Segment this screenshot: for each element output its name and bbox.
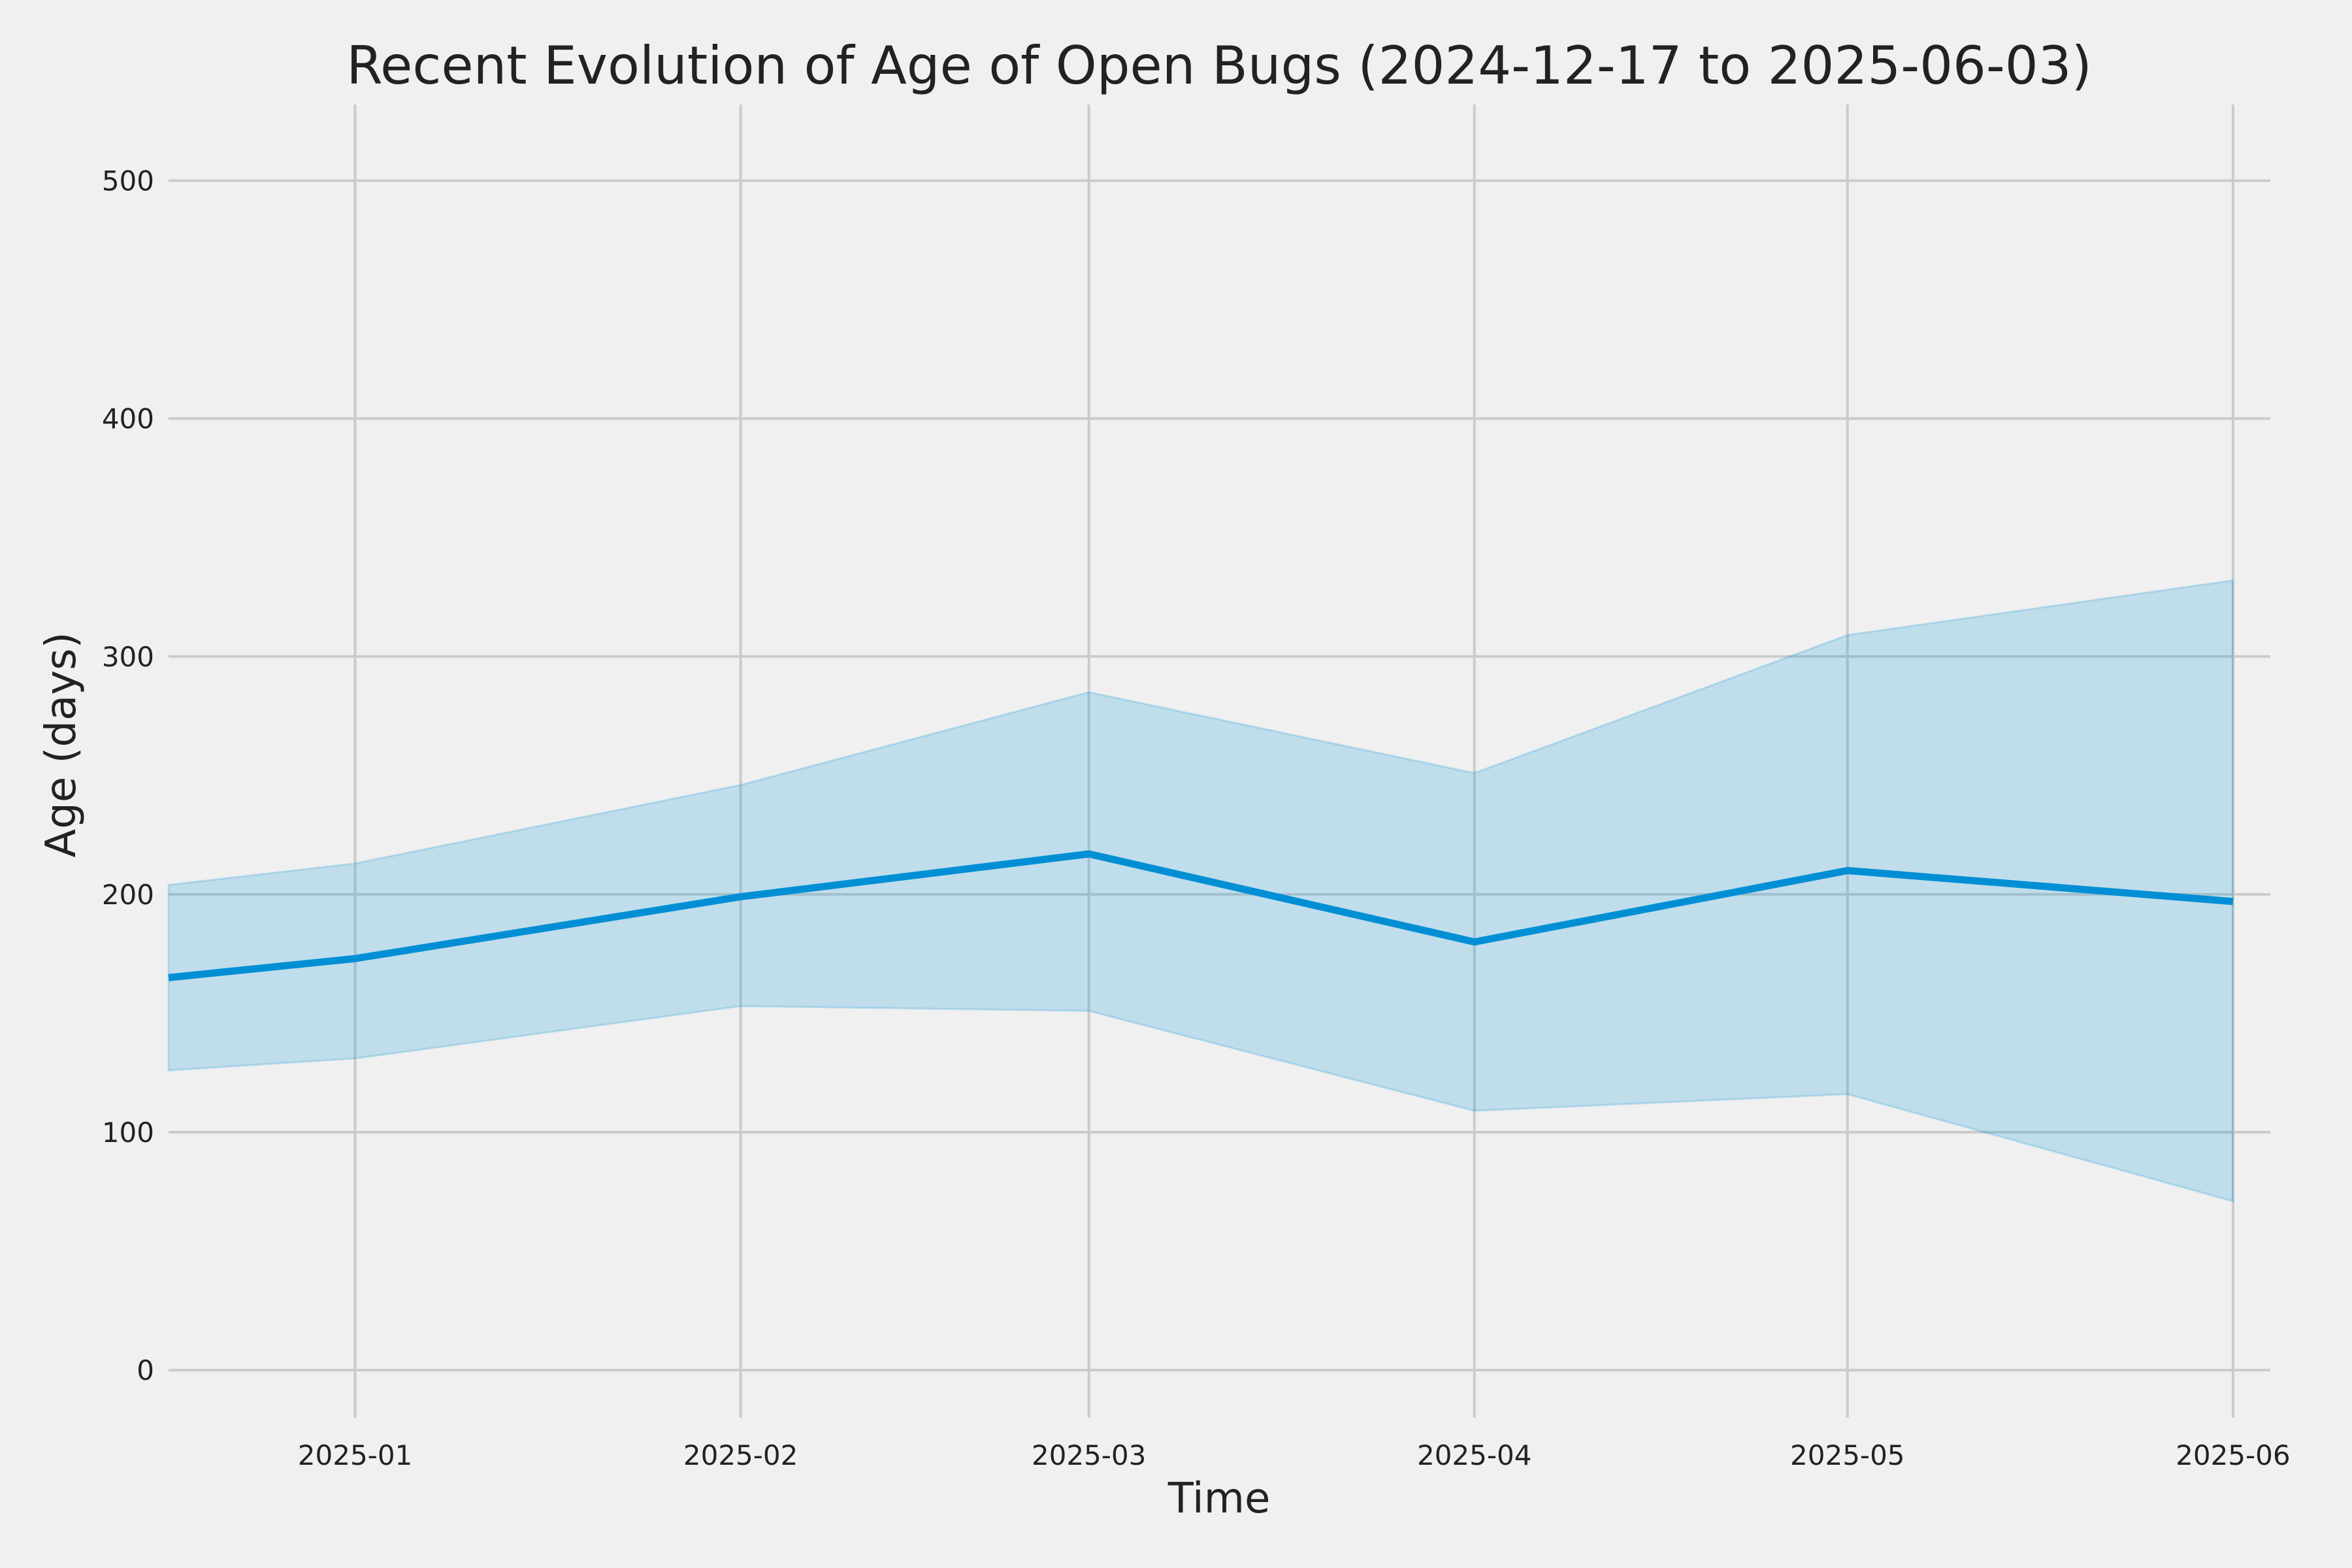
x-axis-label: Time [1168,1475,1271,1523]
x-tick-label: 2025-04 [1417,1439,1532,1471]
y-tick-label: 0 [137,1354,154,1386]
y-tick-label: 100 [102,1117,154,1149]
x-tick-label: 2025-03 [1032,1439,1147,1471]
series-line-path [168,850,2234,981]
y-tick-labels: 0 100 200 300 400 500 [102,165,154,1387]
x-tick-label: 2025-02 [683,1439,798,1471]
x-tick-label: 2025-01 [298,1439,413,1471]
y-tick-label: 200 [102,879,154,911]
y-tick-label: 400 [102,403,154,435]
confidence-band [167,579,2234,1203]
x-tick-labels: 2025-01 2025-02 2025-03 2025-04 2025-05 2025-… [298,1439,2291,1471]
y-tick-label: 500 [102,165,154,197]
chart-title: Recent Evolution of Age of Open Bugs (20… [346,35,2092,96]
y-axis-label: Age (days) [37,632,86,857]
series-line [168,850,2234,981]
x-tick-label: 2025-06 [2176,1439,2291,1471]
confidence-band-area [167,579,2234,1203]
grid [169,105,2270,1418]
y-tick-label: 300 [102,641,154,673]
x-tick-label: 2025-05 [1790,1439,1905,1471]
